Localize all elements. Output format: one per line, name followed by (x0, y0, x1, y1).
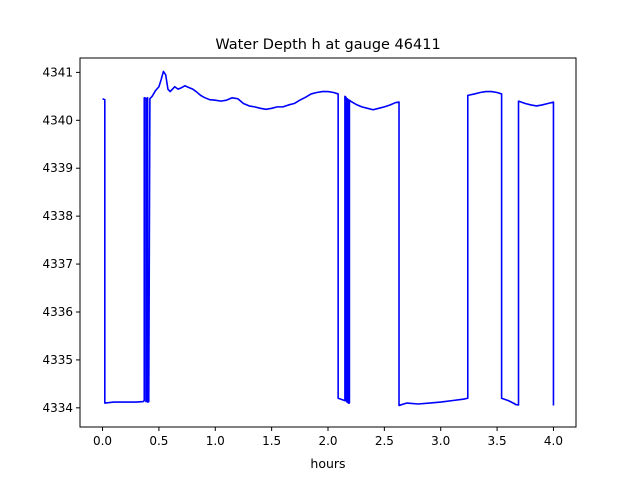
series-layer (102, 70, 555, 407)
y-tick-label: 4335 (42, 353, 73, 367)
x-tick-label: 2.5 (375, 434, 394, 448)
x-tick-label: 1.5 (262, 434, 281, 448)
series-line-0 (102, 70, 555, 407)
x-tick-label: 4.0 (544, 434, 563, 448)
y-tick-label: 4336 (42, 305, 73, 319)
x-tick-label: 2.0 (318, 434, 337, 448)
y-tick-label: 4338 (42, 209, 73, 223)
y-tick-label: 4341 (42, 65, 73, 79)
y-tick-label: 4339 (42, 161, 73, 175)
x-axis-label: hours (310, 456, 345, 471)
y-tick-label: 4337 (42, 257, 73, 271)
x-tick-label: 0.0 (93, 434, 112, 448)
x-tick-label: 1.0 (206, 434, 225, 448)
x-tick-label: 3.0 (431, 434, 450, 448)
x-axis: 0.0 0.5 1.0 1.5 2.0 2.5 3.0 3.5 4.0 (93, 427, 563, 448)
x-tick-label: 3.5 (488, 434, 507, 448)
x-tick-label: 0.5 (149, 434, 168, 448)
y-tick-label: 4340 (42, 113, 73, 127)
chart-title: Water Depth h at gauge 46411 (215, 37, 440, 53)
y-axis: 4334 4335 4336 4337 4338 4339 4340 4341 (42, 65, 80, 415)
y-tick-label: 4334 (42, 401, 73, 415)
